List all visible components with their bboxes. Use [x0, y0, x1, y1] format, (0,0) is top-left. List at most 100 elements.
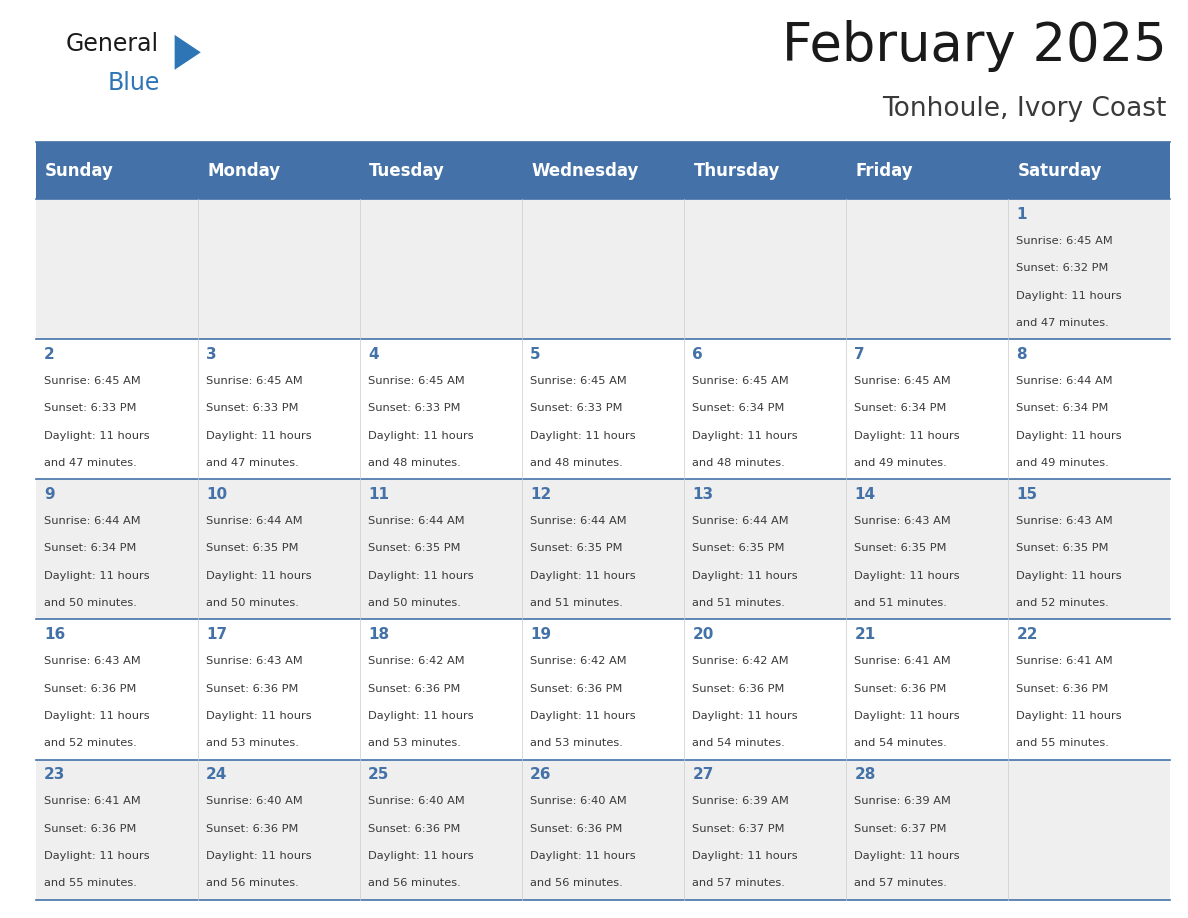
Text: 7: 7 [854, 347, 865, 362]
Text: Sunrise: 6:45 AM: Sunrise: 6:45 AM [1017, 236, 1113, 246]
Text: Daylight: 11 hours: Daylight: 11 hours [206, 851, 311, 861]
Text: Sunrise: 6:45 AM: Sunrise: 6:45 AM [206, 376, 303, 386]
Text: and 51 minutes.: and 51 minutes. [693, 598, 785, 608]
Text: and 57 minutes.: and 57 minutes. [854, 879, 947, 889]
Text: General: General [65, 32, 158, 56]
Text: Sunset: 6:35 PM: Sunset: 6:35 PM [1017, 543, 1108, 554]
Text: Daylight: 11 hours: Daylight: 11 hours [854, 571, 960, 581]
Bar [360, 142, 522, 199]
Text: 24: 24 [206, 767, 227, 782]
Bar [522, 142, 684, 199]
Text: Daylight: 11 hours: Daylight: 11 hours [44, 571, 150, 581]
Text: Daylight: 11 hours: Daylight: 11 hours [693, 571, 798, 581]
Text: Sunset: 6:35 PM: Sunset: 6:35 PM [854, 543, 947, 554]
Text: Sunset: 6:35 PM: Sunset: 6:35 PM [530, 543, 623, 554]
Text: and 52 minutes.: and 52 minutes. [44, 738, 137, 748]
Text: Sunrise: 6:45 AM: Sunrise: 6:45 AM [44, 376, 140, 386]
Text: 4: 4 [368, 347, 379, 362]
Text: Daylight: 11 hours: Daylight: 11 hours [1017, 711, 1121, 721]
Text: Sunrise: 6:43 AM: Sunrise: 6:43 AM [44, 656, 140, 666]
Bar [36, 340, 1170, 479]
Text: Thursday: Thursday [694, 162, 779, 180]
Text: Sunrise: 6:44 AM: Sunrise: 6:44 AM [530, 516, 627, 526]
Text: and 50 minutes.: and 50 minutes. [206, 598, 299, 608]
Text: Sunset: 6:34 PM: Sunset: 6:34 PM [1017, 403, 1108, 413]
Text: and 55 minutes.: and 55 minutes. [1017, 738, 1110, 748]
Text: Daylight: 11 hours: Daylight: 11 hours [854, 711, 960, 721]
Text: Daylight: 11 hours: Daylight: 11 hours [44, 711, 150, 721]
Text: Daylight: 11 hours: Daylight: 11 hours [693, 851, 798, 861]
Text: and 56 minutes.: and 56 minutes. [206, 879, 299, 889]
Text: 19: 19 [530, 627, 551, 642]
Text: 27: 27 [693, 767, 714, 782]
Text: Sunrise: 6:42 AM: Sunrise: 6:42 AM [530, 656, 627, 666]
Text: Sunrise: 6:44 AM: Sunrise: 6:44 AM [206, 516, 303, 526]
Text: Tuesday: Tuesday [369, 162, 446, 180]
Text: and 48 minutes.: and 48 minutes. [530, 458, 623, 468]
Text: 11: 11 [368, 487, 390, 502]
Text: Sunset: 6:35 PM: Sunset: 6:35 PM [206, 543, 298, 554]
Text: Saturday: Saturday [1018, 162, 1102, 180]
Text: Daylight: 11 hours: Daylight: 11 hours [1017, 431, 1121, 441]
Text: Daylight: 11 hours: Daylight: 11 hours [44, 851, 150, 861]
Text: Daylight: 11 hours: Daylight: 11 hours [206, 711, 311, 721]
Text: Sunset: 6:34 PM: Sunset: 6:34 PM [693, 403, 784, 413]
Text: Daylight: 11 hours: Daylight: 11 hours [206, 431, 311, 441]
Text: Daylight: 11 hours: Daylight: 11 hours [530, 431, 636, 441]
Text: Sunset: 6:36 PM: Sunset: 6:36 PM [368, 823, 461, 834]
Text: 16: 16 [44, 627, 65, 642]
Text: Sunset: 6:33 PM: Sunset: 6:33 PM [368, 403, 461, 413]
Text: Sunrise: 6:40 AM: Sunrise: 6:40 AM [206, 796, 303, 806]
Text: and 51 minutes.: and 51 minutes. [530, 598, 623, 608]
Text: Daylight: 11 hours: Daylight: 11 hours [693, 431, 798, 441]
Text: Sunset: 6:33 PM: Sunset: 6:33 PM [530, 403, 623, 413]
Text: Sunrise: 6:44 AM: Sunrise: 6:44 AM [44, 516, 140, 526]
Text: Daylight: 11 hours: Daylight: 11 hours [44, 431, 150, 441]
Text: Daylight: 11 hours: Daylight: 11 hours [206, 571, 311, 581]
Bar [36, 759, 1170, 900]
Text: 12: 12 [530, 487, 551, 502]
Text: and 54 minutes.: and 54 minutes. [854, 738, 947, 748]
Text: and 52 minutes.: and 52 minutes. [1017, 598, 1110, 608]
Text: Sunset: 6:32 PM: Sunset: 6:32 PM [1017, 263, 1108, 274]
Text: Daylight: 11 hours: Daylight: 11 hours [530, 711, 636, 721]
Text: Sunset: 6:36 PM: Sunset: 6:36 PM [693, 684, 784, 693]
Text: Sunset: 6:33 PM: Sunset: 6:33 PM [44, 403, 137, 413]
Text: and 47 minutes.: and 47 minutes. [206, 458, 299, 468]
Text: Sunset: 6:34 PM: Sunset: 6:34 PM [854, 403, 947, 413]
Text: Sunrise: 6:39 AM: Sunrise: 6:39 AM [693, 796, 789, 806]
Text: 3: 3 [206, 347, 216, 362]
Text: and 47 minutes.: and 47 minutes. [1017, 318, 1110, 328]
Text: Sunset: 6:35 PM: Sunset: 6:35 PM [368, 543, 461, 554]
Bar [846, 142, 1009, 199]
Text: Sunset: 6:36 PM: Sunset: 6:36 PM [206, 823, 298, 834]
Text: Sunrise: 6:41 AM: Sunrise: 6:41 AM [1017, 656, 1113, 666]
Text: and 53 minutes.: and 53 minutes. [368, 738, 461, 748]
Text: 9: 9 [44, 487, 55, 502]
Text: and 49 minutes.: and 49 minutes. [854, 458, 947, 468]
Text: 10: 10 [206, 487, 227, 502]
Text: Sunset: 6:36 PM: Sunset: 6:36 PM [44, 684, 137, 693]
Text: and 56 minutes.: and 56 minutes. [368, 879, 461, 889]
Text: Sunset: 6:33 PM: Sunset: 6:33 PM [206, 403, 298, 413]
Bar [1009, 142, 1170, 199]
Text: and 57 minutes.: and 57 minutes. [693, 879, 785, 889]
Text: 5: 5 [530, 347, 541, 362]
Text: Sunset: 6:37 PM: Sunset: 6:37 PM [854, 823, 947, 834]
Text: Wednesday: Wednesday [531, 162, 639, 180]
Text: Daylight: 11 hours: Daylight: 11 hours [368, 571, 474, 581]
Text: and 56 minutes.: and 56 minutes. [530, 879, 623, 889]
Text: and 50 minutes.: and 50 minutes. [368, 598, 461, 608]
Text: 2: 2 [44, 347, 55, 362]
Text: Sunrise: 6:45 AM: Sunrise: 6:45 AM [530, 376, 627, 386]
Text: 13: 13 [693, 487, 713, 502]
Text: Sunrise: 6:42 AM: Sunrise: 6:42 AM [693, 656, 789, 666]
Bar [36, 479, 1170, 620]
Text: Daylight: 11 hours: Daylight: 11 hours [1017, 291, 1121, 300]
Bar [36, 199, 1170, 340]
Text: Sunrise: 6:44 AM: Sunrise: 6:44 AM [1017, 376, 1113, 386]
Text: Sunset: 6:36 PM: Sunset: 6:36 PM [530, 684, 623, 693]
Text: Sunrise: 6:43 AM: Sunrise: 6:43 AM [854, 516, 952, 526]
Text: Sunset: 6:36 PM: Sunset: 6:36 PM [368, 684, 461, 693]
Text: Sunrise: 6:45 AM: Sunrise: 6:45 AM [854, 376, 952, 386]
